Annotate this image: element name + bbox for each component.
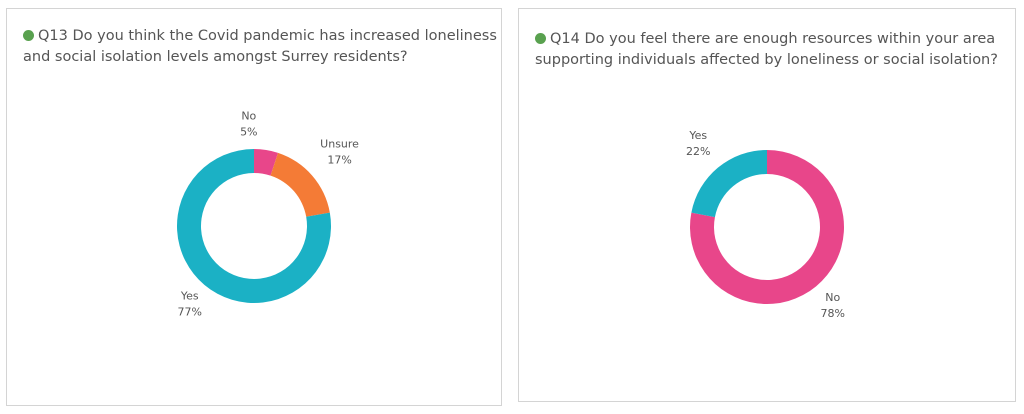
donut-slice-unsure[interactable] — [270, 152, 330, 217]
slice-percent-no: 5% — [240, 125, 257, 138]
status-dot-icon — [23, 30, 34, 41]
chart-title-text: Q13 Do you think the Covid pandemic has … — [23, 28, 497, 65]
donut-slice-yes[interactable] — [177, 149, 331, 304]
donut-slice-no[interactable] — [690, 150, 844, 305]
slice-percent-unsure: 17% — [327, 154, 351, 167]
chart-title-text: Q14 Do you feel there are enough resourc… — [535, 31, 998, 68]
donut-slice-yes[interactable] — [691, 150, 767, 218]
slice-percent-no: 78% — [821, 307, 845, 320]
slice-percent-yes: 22% — [686, 145, 710, 158]
slice-label-unsure: Unsure — [320, 138, 359, 151]
status-dot-icon — [535, 33, 546, 44]
chart-title: Q14 Do you feel there are enough resourc… — [535, 29, 1010, 71]
slice-label-yes: Yes — [180, 290, 199, 303]
slice-label-no: No — [241, 109, 256, 122]
slice-label-yes: Yes — [688, 129, 707, 142]
slice-percent-yes: 77% — [177, 306, 201, 319]
donut-slice-no[interactable] — [254, 149, 279, 176]
slice-label-no: No — [825, 291, 840, 304]
donut-chart-q13: No 5% Unsure 17% Yes 77% — [177, 109, 359, 319]
panel-q13: Q13 Do you think the Covid pandemic has … — [6, 8, 502, 406]
donut-chart-q14: No 78% Yes 22% — [686, 129, 845, 320]
panel-q14: Q14 Do you feel there are enough resourc… — [518, 8, 1016, 402]
chart-title: Q13 Do you think the Covid pandemic has … — [23, 26, 498, 68]
